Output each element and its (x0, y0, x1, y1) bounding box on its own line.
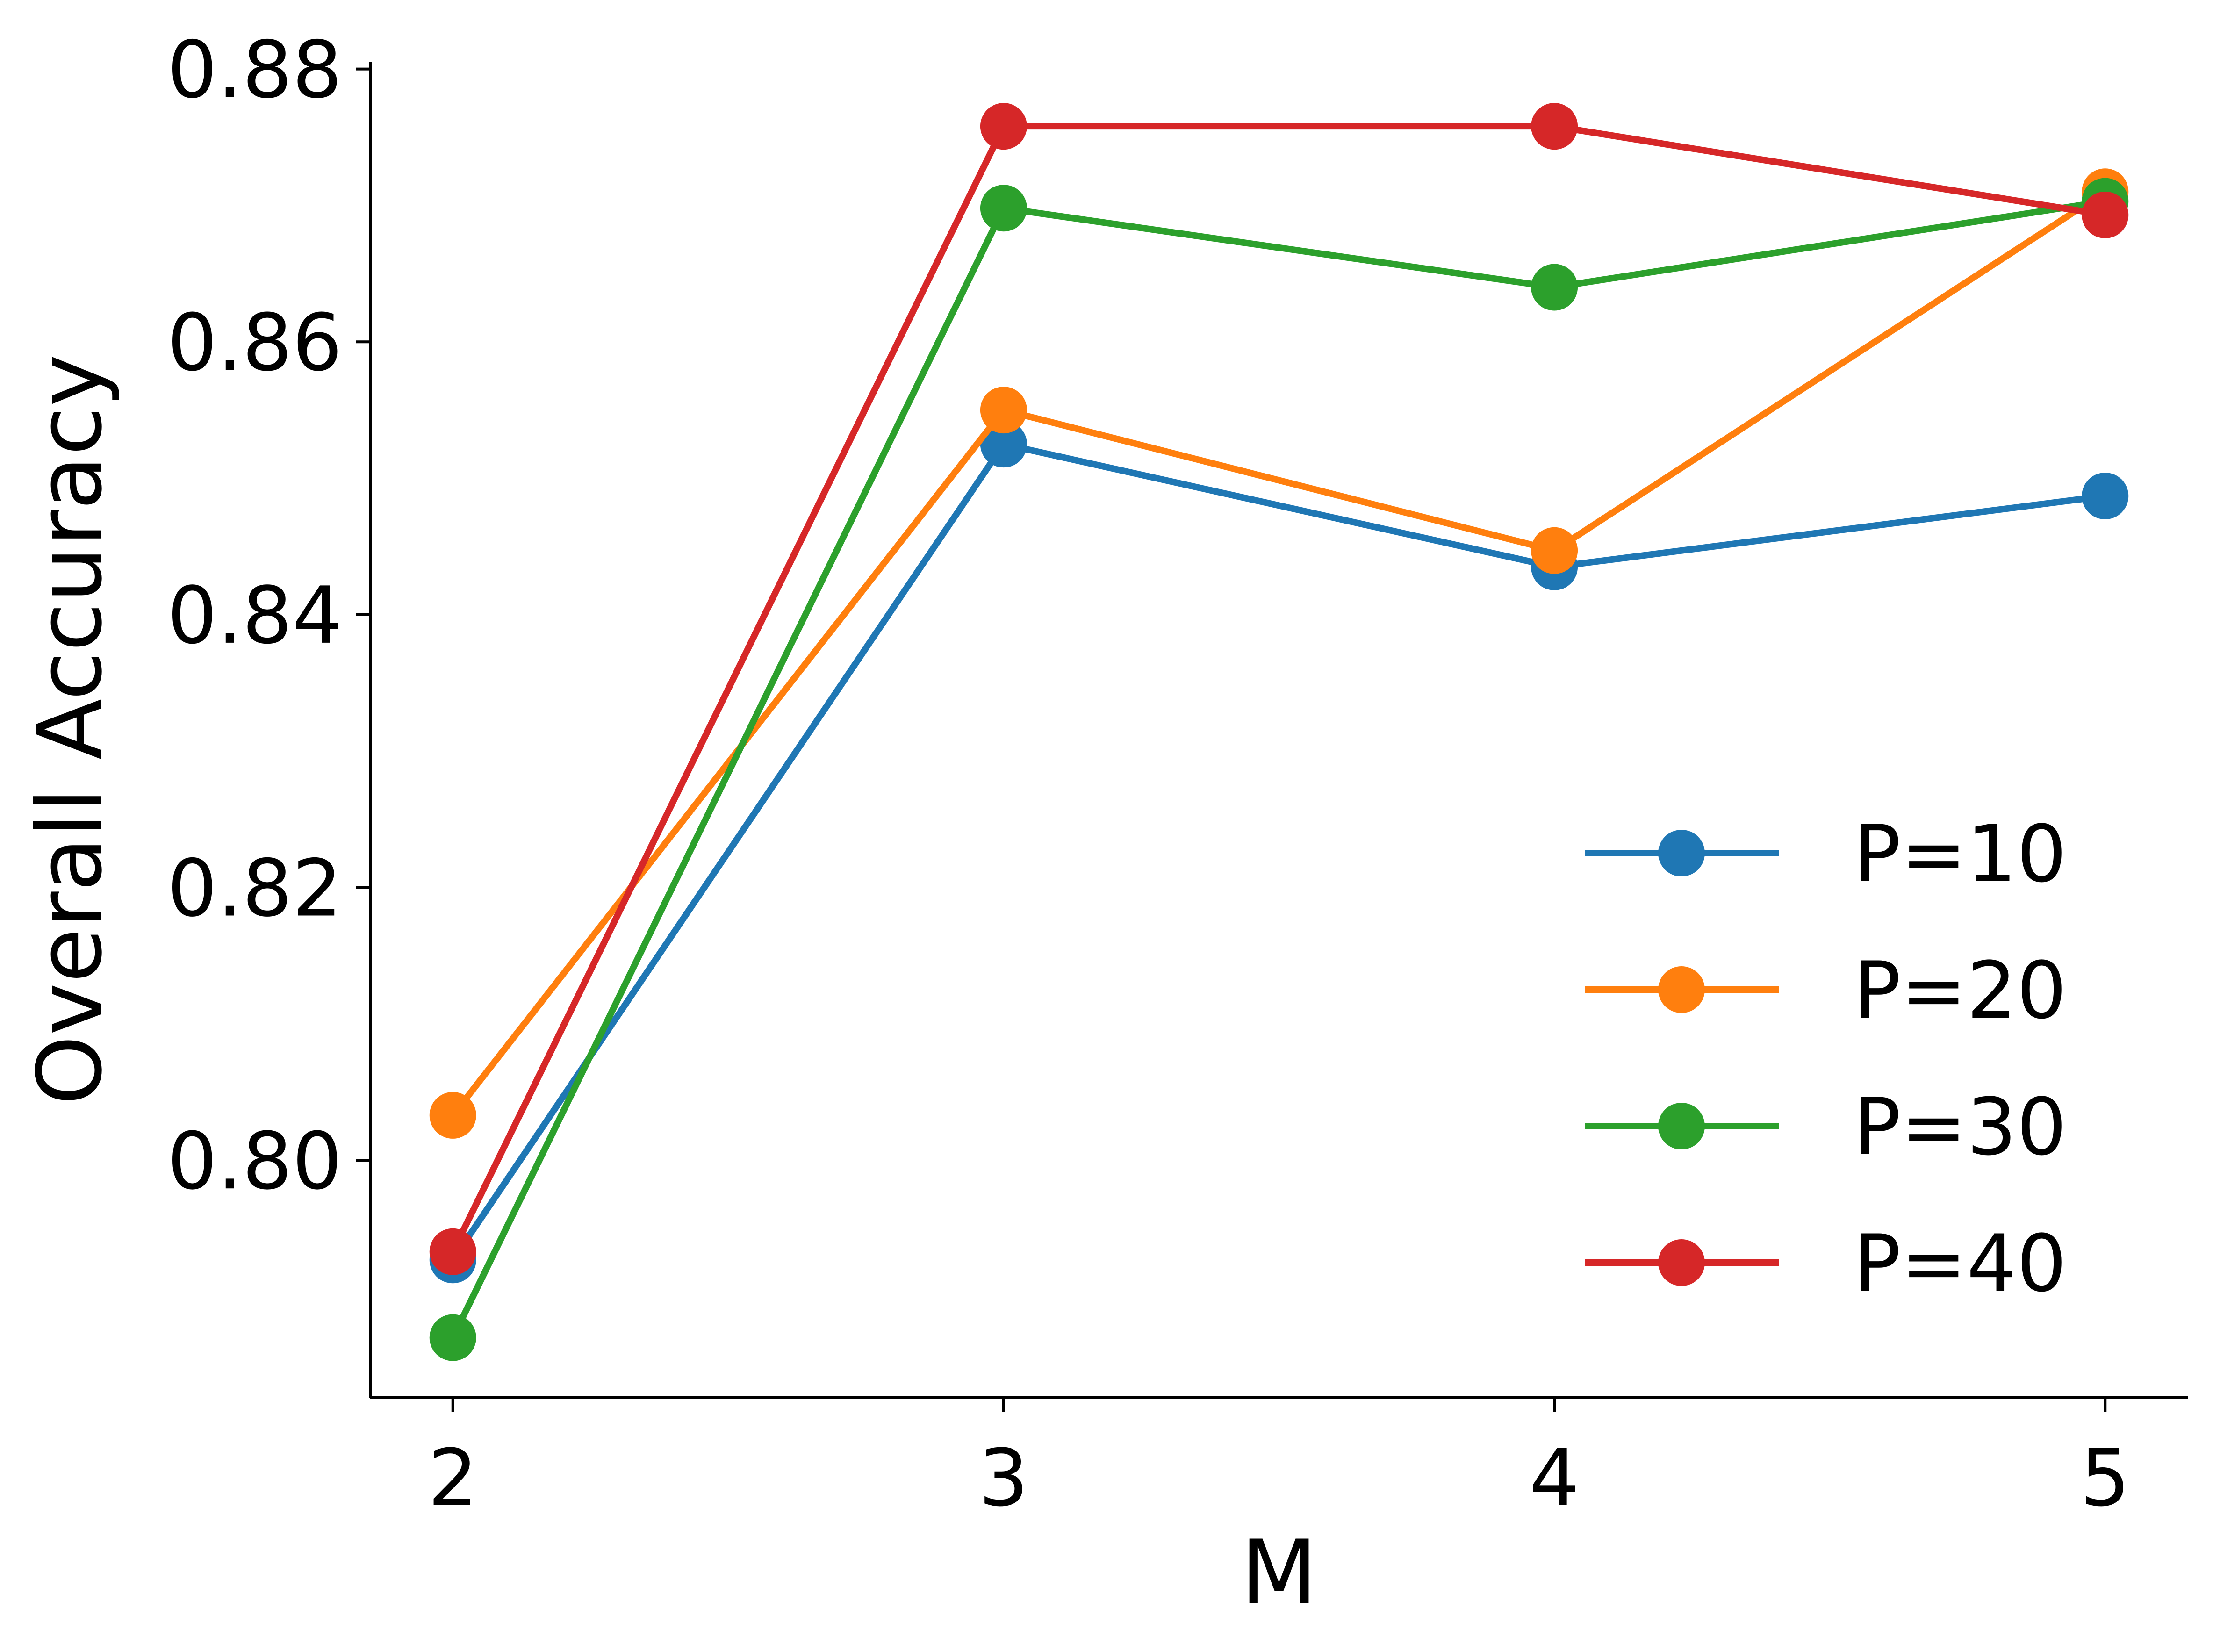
y-tick-label: 0.82 (167, 843, 342, 934)
x-tick-label: 2 (428, 1432, 478, 1524)
axes (369, 62, 2188, 1399)
legend-marker (1658, 830, 1705, 876)
y-tick-label: 0.86 (167, 297, 342, 388)
data-point (980, 103, 1027, 150)
x-tick-label: 3 (978, 1432, 1028, 1524)
series (429, 103, 2129, 1361)
y-tick-label: 0.80 (167, 1115, 342, 1207)
legend-label: P=10 (1854, 808, 2067, 900)
series-p-30 (429, 178, 2129, 1361)
legend-label: P=40 (1854, 1218, 2067, 1309)
data-point (980, 387, 1027, 434)
legend-entry: P=10 (1585, 808, 2067, 900)
data-point (1531, 527, 1578, 574)
x-tick-label: 5 (2080, 1432, 2130, 1524)
data-point (429, 1092, 476, 1139)
x-ticks: 2 3 4 5 (428, 1398, 2130, 1524)
data-point (2082, 191, 2129, 238)
legend-label: P=30 (1854, 1081, 2067, 1173)
data-point (980, 421, 1027, 468)
series-p-40 (429, 103, 2129, 1275)
data-point (2082, 473, 2129, 520)
y-tick-label: 0.84 (167, 570, 342, 661)
series-line (450, 189, 2107, 1118)
legend-marker (1658, 1103, 1705, 1149)
y-ticks: 0.80 0.82 0.84 0.86 0.88 (167, 24, 370, 1207)
legend-entry: P=20 (1585, 945, 2067, 1036)
y-axis-label: Overall Accuracy (18, 354, 122, 1106)
legend-label: P=20 (1854, 945, 2067, 1036)
series-line (450, 123, 2106, 1253)
data-point (980, 185, 1027, 232)
data-point (429, 1228, 476, 1275)
series-line (450, 441, 2106, 1262)
legend-entry: P=30 (1585, 1081, 2067, 1173)
data-point (1531, 103, 1578, 150)
data-point (429, 1314, 476, 1361)
legend-entry: P=40 (1585, 1218, 2067, 1309)
x-axis-label: M (1241, 1521, 1317, 1624)
series-line (450, 198, 2106, 1339)
x-tick-label: 4 (1530, 1432, 1580, 1524)
y-tick-label: 0.88 (167, 24, 342, 116)
legend-marker (1658, 966, 1705, 1013)
legend: P=10 P=20 P=30 P=40 (1585, 808, 2067, 1309)
legend-marker (1658, 1239, 1705, 1286)
data-point (1531, 264, 1578, 311)
